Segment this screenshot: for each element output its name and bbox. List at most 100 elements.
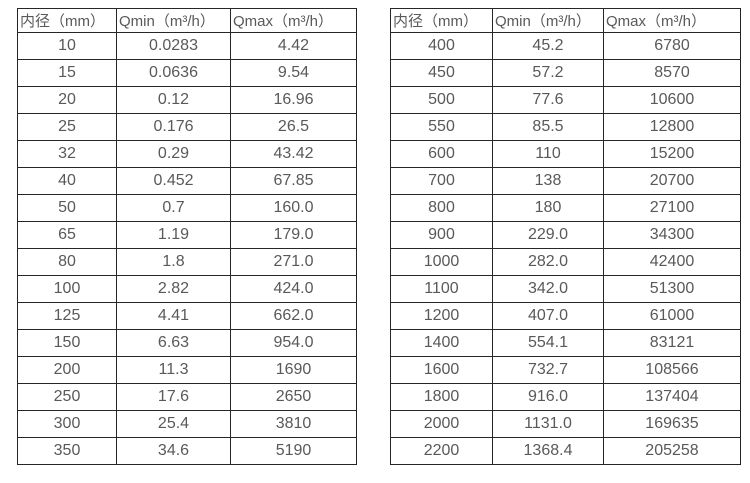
table-row: 300 25.4 3810 bbox=[17, 410, 357, 438]
table-cell: 4.42 bbox=[230, 32, 357, 60]
table-cell: 25 bbox=[17, 113, 117, 141]
table-cell: 43.42 bbox=[230, 140, 357, 168]
table-cell: 17.6 bbox=[116, 383, 231, 411]
header-qmin: Qmin（m³/h） bbox=[492, 8, 604, 33]
table-cell: 100 bbox=[17, 275, 117, 303]
table-cell: 34.6 bbox=[116, 437, 231, 465]
table-cell: 179.0 bbox=[230, 221, 357, 249]
table-row: 700 138 20700 bbox=[390, 167, 741, 195]
table-row: 125 4.41 662.0 bbox=[17, 302, 357, 330]
table-cell: 138 bbox=[492, 167, 604, 195]
table-cell: 2200 bbox=[390, 437, 493, 465]
table-row: 1600 732.7 108566 bbox=[390, 356, 741, 384]
table-cell: 20 bbox=[17, 86, 117, 114]
table-cell: 200 bbox=[17, 356, 117, 384]
table-row: 800 180 27100 bbox=[390, 194, 741, 222]
table-cell: 1.8 bbox=[116, 248, 231, 276]
table-cell: 137404 bbox=[603, 383, 741, 411]
flow-spec-table-large-diameters: 内径（mm） Qmin（m³/h） Qmax（m³/h） 400 45.2 6780 450… bbox=[390, 8, 741, 465]
table-row: 400 45.2 6780 bbox=[390, 32, 741, 60]
table-row: 20 0.12 16.96 bbox=[17, 86, 357, 114]
header-row: 内径（mm） Qmin（m³/h） Qmax（m³/h） bbox=[17, 8, 357, 33]
table-cell: 32 bbox=[17, 140, 117, 168]
table-row: 80 1.8 271.0 bbox=[17, 248, 357, 276]
table-cell: 271.0 bbox=[230, 248, 357, 276]
table-cell: 50 bbox=[17, 194, 117, 222]
header-qmin: Qmin（m³/h） bbox=[116, 8, 231, 33]
table-cell: 450 bbox=[390, 59, 493, 87]
table-cell: 1600 bbox=[390, 356, 493, 384]
table-cell: 67.85 bbox=[230, 167, 357, 195]
table-row: 32 0.29 43.42 bbox=[17, 140, 357, 168]
table-cell: 11.3 bbox=[116, 356, 231, 384]
table-cell: 5190 bbox=[230, 437, 357, 465]
table-cell: 554.1 bbox=[492, 329, 604, 357]
table-cell: 282.0 bbox=[492, 248, 604, 276]
table-row: 500 77.6 10600 bbox=[390, 86, 741, 114]
table-row: 50 0.7 160.0 bbox=[17, 194, 357, 222]
table-cell: 1800 bbox=[390, 383, 493, 411]
table-cell: 85.5 bbox=[492, 113, 604, 141]
table-cell: 57.2 bbox=[492, 59, 604, 87]
table-row: 10 0.0283 4.42 bbox=[17, 32, 357, 60]
table-cell: 400 bbox=[390, 32, 493, 60]
table-row: 40 0.452 67.85 bbox=[17, 167, 357, 195]
table-cell: 6780 bbox=[603, 32, 741, 60]
header-diameter: 内径（mm） bbox=[17, 8, 117, 33]
table-cell: 342.0 bbox=[492, 275, 604, 303]
table-cell: 500 bbox=[390, 86, 493, 114]
table-row: 600 110 15200 bbox=[390, 140, 741, 168]
table-row: 100 2.82 424.0 bbox=[17, 275, 357, 303]
table-row: 15 0.0636 9.54 bbox=[17, 59, 357, 87]
table-cell: 80 bbox=[17, 248, 117, 276]
table-cell: 600 bbox=[390, 140, 493, 168]
table-cell: 1.19 bbox=[116, 221, 231, 249]
table-cell: 0.176 bbox=[116, 113, 231, 141]
table-cell: 169635 bbox=[603, 410, 741, 438]
table-row: 65 1.19 179.0 bbox=[17, 221, 357, 249]
table-cell: 26.5 bbox=[230, 113, 357, 141]
table-cell: 83121 bbox=[603, 329, 741, 357]
table-row: 1100 342.0 51300 bbox=[390, 275, 741, 303]
table-row: 1800 916.0 137404 bbox=[390, 383, 741, 411]
table-row: 150 6.63 954.0 bbox=[17, 329, 357, 357]
table-cell: 0.0636 bbox=[116, 59, 231, 87]
table-cell: 27100 bbox=[603, 194, 741, 222]
table-cell: 0.29 bbox=[116, 140, 231, 168]
table-cell: 250 bbox=[17, 383, 117, 411]
table-cell: 61000 bbox=[603, 302, 741, 330]
table-cell: 45.2 bbox=[492, 32, 604, 60]
table-row: 450 57.2 8570 bbox=[390, 59, 741, 87]
table-cell: 20700 bbox=[603, 167, 741, 195]
header-diameter: 内径（mm） bbox=[390, 8, 493, 33]
table-cell: 180 bbox=[492, 194, 604, 222]
table-cell: 16.96 bbox=[230, 86, 357, 114]
table-cell: 9.54 bbox=[230, 59, 357, 87]
table-cell: 0.0283 bbox=[116, 32, 231, 60]
table-cell: 900 bbox=[390, 221, 493, 249]
table-cell: 662.0 bbox=[230, 302, 357, 330]
table-cell: 10 bbox=[17, 32, 117, 60]
header-row: 内径（mm） Qmin（m³/h） Qmax（m³/h） bbox=[390, 8, 741, 33]
table-cell: 2000 bbox=[390, 410, 493, 438]
table-cell: 350 bbox=[17, 437, 117, 465]
table-cell: 229.0 bbox=[492, 221, 604, 249]
table-cell: 15 bbox=[17, 59, 117, 87]
table-cell: 700 bbox=[390, 167, 493, 195]
table-cell: 800 bbox=[390, 194, 493, 222]
table-row: 350 34.6 5190 bbox=[17, 437, 357, 465]
table-cell: 0.7 bbox=[116, 194, 231, 222]
table-cell: 407.0 bbox=[492, 302, 604, 330]
table-cell: 300 bbox=[17, 410, 117, 438]
table-cell: 954.0 bbox=[230, 329, 357, 357]
flow-spec-table-small-diameters: 内径（mm） Qmin（m³/h） Qmax（m³/h） 10 0.0283 4.42 15… bbox=[17, 8, 357, 465]
table-cell: 65 bbox=[17, 221, 117, 249]
table-cell: 150 bbox=[17, 329, 117, 357]
table-cell: 10600 bbox=[603, 86, 741, 114]
table-cell: 1200 bbox=[390, 302, 493, 330]
table-cell: 205258 bbox=[603, 437, 741, 465]
table-cell: 160.0 bbox=[230, 194, 357, 222]
table-row: 1000 282.0 42400 bbox=[390, 248, 741, 276]
table-cell: 4.41 bbox=[116, 302, 231, 330]
